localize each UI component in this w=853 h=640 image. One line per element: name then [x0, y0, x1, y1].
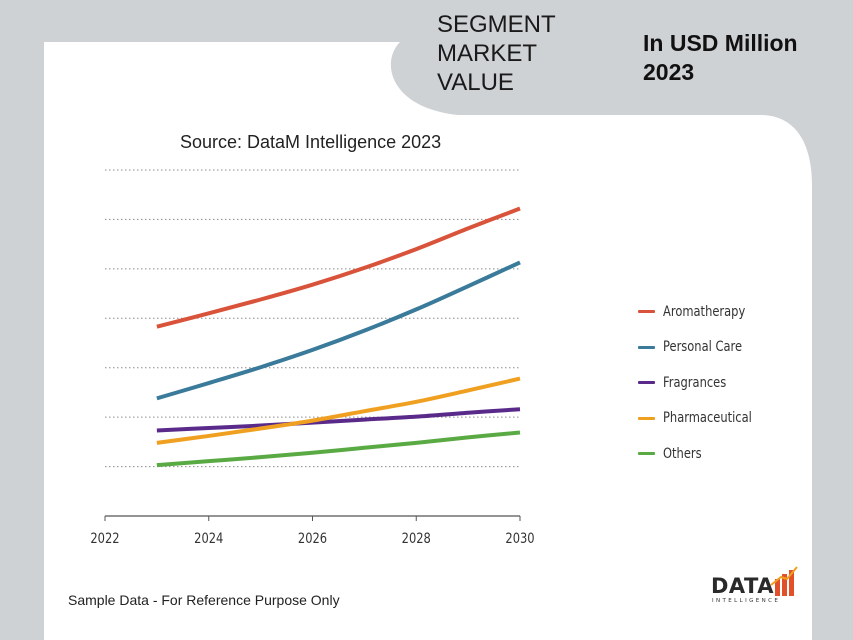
chart-x-axis: 2022 2024 2026 2028 2030	[90, 515, 535, 547]
x-tick-label: 2024	[194, 531, 223, 547]
x-tick-label: 2030	[505, 531, 534, 547]
x-tick-label: 2026	[298, 531, 327, 547]
legend-item: Fragrances	[638, 365, 771, 401]
logo-bars-icon	[770, 566, 798, 596]
legend-label: Pharmaceutical	[663, 410, 752, 427]
series-line-pharmaceutical	[156, 376, 521, 445]
legend-swatch	[638, 452, 655, 456]
chart-grid	[105, 169, 520, 468]
legend-swatch	[638, 416, 655, 420]
segment-market-value-title: SEGMENT MARKET VALUE	[437, 11, 556, 96]
legend-item: Pharmaceutical	[638, 401, 771, 437]
chart-source: Source: DataM Intelligence 2023	[180, 132, 442, 152]
series-line-aromatherapy	[156, 206, 521, 329]
chart-series	[156, 206, 521, 468]
legend-item: Aromatherapy	[638, 294, 771, 330]
legend-item: Others	[638, 436, 771, 472]
series-line-personal-care	[156, 260, 521, 401]
series-line-others	[156, 430, 521, 468]
legend-label: Personal Care	[663, 339, 743, 356]
x-tick-label: 2022	[90, 531, 119, 547]
series-line-fragrances	[156, 407, 521, 433]
legend-item: Personal Care	[638, 330, 771, 366]
sample-data-footnote: Sample Data - For Reference Purpose Only	[68, 592, 340, 608]
unit-year-title: In USD Million 2023	[643, 30, 798, 85]
logo-word: DATA	[711, 574, 775, 598]
datam-logo: DATA INTELLIGENCE	[711, 565, 803, 609]
legend-swatch	[638, 381, 655, 385]
x-tick-label: 2028	[402, 531, 431, 547]
legend-label: Aromatherapy	[663, 303, 746, 320]
logo-subtitle: INTELLIGENCE	[712, 598, 781, 604]
legend-label: Others	[663, 445, 702, 462]
legend-label: Fragrances	[663, 374, 727, 391]
chart-legend: Aromatherapy Personal Care Fragrances Pharm…	[638, 294, 771, 472]
legend-swatch	[638, 345, 655, 349]
legend-swatch	[638, 310, 655, 314]
